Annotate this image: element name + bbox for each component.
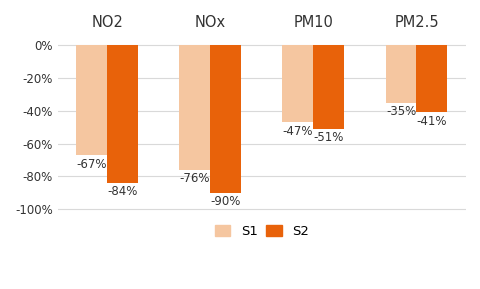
Bar — [210, 45, 240, 193]
Text: -84%: -84% — [107, 186, 137, 199]
Text: -35%: -35% — [385, 105, 415, 118]
Bar — [385, 45, 416, 103]
Bar — [179, 45, 210, 170]
Bar — [76, 45, 107, 155]
Text: -67%: -67% — [76, 158, 107, 171]
Bar — [107, 45, 138, 183]
Text: -41%: -41% — [416, 115, 446, 128]
Bar — [416, 45, 446, 112]
Text: -51%: -51% — [313, 131, 343, 144]
Bar — [312, 45, 344, 129]
Text: -47%: -47% — [282, 125, 312, 138]
Legend: S1, S2: S1, S2 — [209, 220, 313, 243]
Text: -76%: -76% — [179, 172, 210, 185]
Bar — [282, 45, 312, 122]
Text: -90%: -90% — [210, 195, 240, 208]
